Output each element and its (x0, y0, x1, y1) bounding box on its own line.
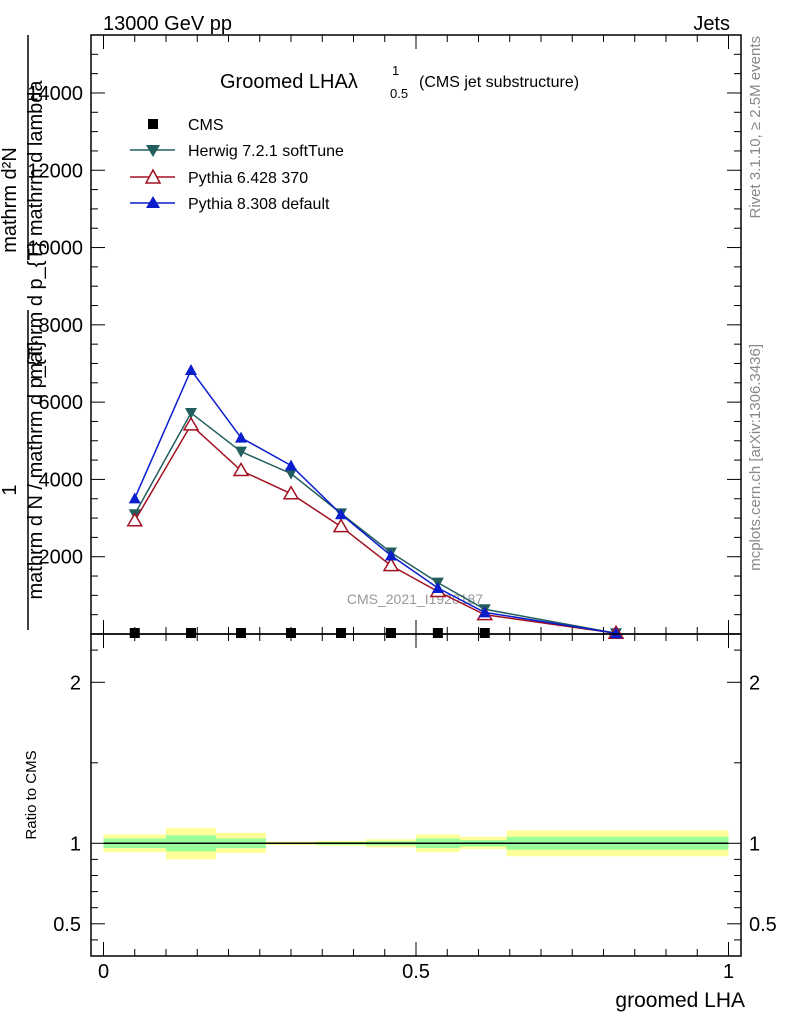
pythia8-point (385, 549, 397, 561)
legend: CMS Herwig 7.2.1 softTune Pythia 6.428 3… (130, 117, 344, 213)
x-tick-label: 0 (98, 961, 109, 983)
title-sub: 0.5 (390, 86, 408, 101)
pythia8-point (610, 627, 622, 639)
y-tick-label: 14000 (27, 83, 83, 105)
herwig-point (235, 446, 247, 458)
y-tick-label: 12000 (27, 160, 83, 182)
legend-marker-pythia6 (144, 168, 162, 184)
pythia6-point (282, 485, 300, 500)
legend-label-cms: CMS (188, 117, 224, 134)
y-tick-label: 8000 (39, 315, 84, 337)
pythia8-point (335, 508, 347, 520)
cms-point (129, 628, 140, 638)
cms-point (479, 628, 490, 638)
ratio-ytick-label-left: 0.5 (53, 914, 81, 936)
title-sup: 1 (392, 63, 399, 78)
legend-label-pythia6: Pythia 6.428 370 (188, 170, 308, 187)
y-tick-label: 4000 (39, 469, 84, 491)
rivet-label: Rivet 3.1.10, ≥ 2.5M events (747, 36, 764, 219)
pythia6-point (182, 416, 200, 431)
pythia6-point (332, 518, 350, 533)
x-axis-label: groomed LHA (615, 989, 745, 1012)
herwig-point (285, 468, 297, 480)
main-axes: 2000 4000 6000 8000 10000 12000 14000 (27, 35, 741, 634)
cms-point (186, 628, 196, 638)
ylabel-prefix: 1 (0, 484, 21, 495)
ylabel-top-numerator: mathrm d²N (0, 147, 21, 253)
ratio-ytick-label-left: 1 (70, 833, 81, 855)
pythia6-point (232, 462, 250, 477)
cms-point (286, 628, 296, 638)
pythia8-point (285, 459, 297, 471)
legend-label-pythia8: Pythia 8.308 default (188, 196, 330, 213)
cms-point (432, 628, 443, 638)
herwig-point (185, 407, 197, 419)
legend-label-herwig: Herwig 7.2.1 softTune (188, 143, 344, 160)
ratio-bands (103, 828, 729, 860)
cms-point (386, 628, 396, 638)
chart-title: Groomed LHAλ 1 0.5 (CMS jet substructure… (220, 63, 579, 101)
ylabel-top-denominator: mathrm d p_{T} mathrm d lambda (25, 80, 47, 380)
pythia8-point (185, 364, 197, 376)
main-ylabel: mathrm d²N mathrm d p_{T} mathrm d lambd… (0, 35, 47, 630)
title-main: Groomed LHAλ (220, 71, 358, 93)
pythia6-point (126, 512, 144, 527)
y-tick-label: 6000 (39, 392, 84, 414)
pythia8-point (235, 431, 247, 443)
pythia6-point (382, 557, 400, 572)
mcplots-label: mcplots.cern.ch [arXiv:1306.3436] (747, 344, 764, 571)
ratio-ytick-label-right: 1 (749, 833, 760, 855)
watermark: CMS_2021_I1920187 (347, 591, 483, 607)
legend-marker-pythia8 (146, 196, 160, 208)
ratio-ytick-label-right: 2 (749, 672, 760, 694)
cms-point (236, 628, 246, 638)
cms-point (336, 628, 346, 638)
y-tick-label: 10000 (27, 238, 83, 260)
pythia8-point (478, 606, 491, 618)
ratio-axes: 0.5 0.5 1 1 2 2 0 0.5 1 (53, 634, 777, 983)
x-tick-label: 0.5 (402, 961, 430, 983)
ratio-ylabel: Ratio to CMS (23, 750, 40, 839)
header-energy: 13000 GeV pp (103, 13, 232, 35)
ratio-ytick-label-left: 2 (70, 672, 81, 694)
pythia8-point (128, 492, 141, 504)
ratio-panel-frame (90, 633, 742, 957)
pythia8-point (431, 582, 444, 594)
ratio-ytick-label-right: 0.5 (749, 914, 777, 936)
title-note: (CMS jet substructure) (419, 74, 579, 91)
y-tick-label: 2000 (39, 547, 84, 569)
x-tick-label: 1 (723, 961, 734, 983)
legend-marker-herwig (146, 145, 160, 157)
main-series (126, 364, 625, 640)
ylabel-bottom: mathrm d N / mathrm d p_{T} (25, 340, 47, 599)
legend-marker-cms (148, 119, 158, 129)
header-process: Jets (693, 13, 730, 35)
